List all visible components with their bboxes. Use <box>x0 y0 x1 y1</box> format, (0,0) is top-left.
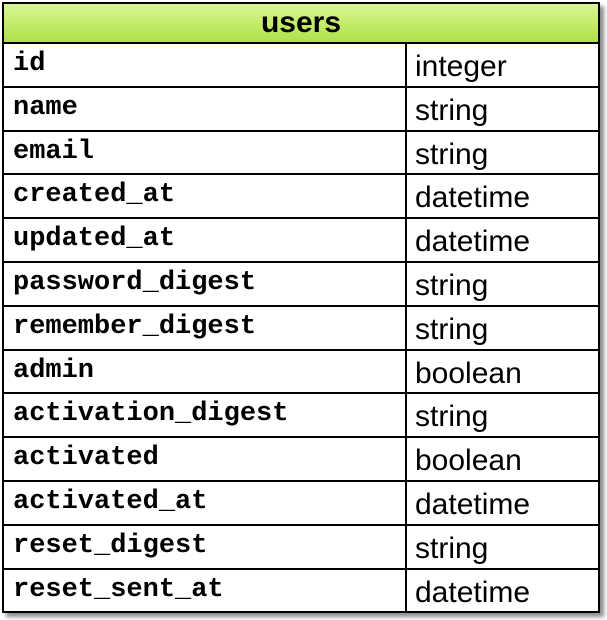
column-type-cell: datetime <box>405 567 600 614</box>
table-row: password_digest string <box>2 260 600 307</box>
table-title: users <box>2 2 600 44</box>
table-row: activated_at datetime <box>2 479 600 526</box>
column-name-cell: activated_at <box>2 479 407 526</box>
table-row: activated boolean <box>2 436 600 482</box>
column-type-cell: string <box>405 392 600 439</box>
column-name-cell: created_at <box>2 173 407 220</box>
column-type-cell: datetime <box>405 479 600 526</box>
column-type-cell: string <box>405 304 600 351</box>
table-body: id integer name string email string created_at… <box>2 42 600 614</box>
column-type-cell: string <box>405 85 600 132</box>
column-name-cell: admin <box>2 348 407 395</box>
column-type-cell: datetime <box>405 173 600 220</box>
table-row: email string <box>2 129 600 176</box>
column-type-cell: integer <box>405 42 600 88</box>
column-name-cell: email <box>2 129 407 176</box>
column-type-cell: string <box>405 129 600 176</box>
column-name-cell: activated <box>2 436 407 482</box>
table-row: created_at datetime <box>2 173 600 220</box>
column-type-cell: boolean <box>405 348 600 395</box>
column-name-cell: id <box>2 42 407 88</box>
column-name-cell: updated_at <box>2 217 407 263</box>
column-name-cell: name <box>2 85 407 132</box>
column-name-cell: password_digest <box>2 260 407 307</box>
column-name-cell: activation_digest <box>2 392 407 439</box>
table-row: name string <box>2 85 600 132</box>
column-type-cell: boolean <box>405 436 600 482</box>
column-type-cell: string <box>405 523 600 570</box>
column-type-cell: datetime <box>405 217 600 263</box>
users-table: users id integer name string email string crea… <box>2 2 600 614</box>
table-row: id integer <box>2 42 600 88</box>
table-row: activation_digest string <box>2 392 600 439</box>
table-row: updated_at datetime <box>2 217 600 263</box>
column-name-cell: remember_digest <box>2 304 407 351</box>
column-name-cell: reset_sent_at <box>2 567 407 614</box>
table-row: remember_digest string <box>2 304 600 351</box>
table-row: reset_digest string <box>2 523 600 570</box>
column-name-cell: reset_digest <box>2 523 407 570</box>
table-header-row: users <box>2 2 600 44</box>
column-type-cell: string <box>405 260 600 307</box>
table-row: reset_sent_at datetime <box>2 567 600 614</box>
table-row: admin boolean <box>2 348 600 395</box>
